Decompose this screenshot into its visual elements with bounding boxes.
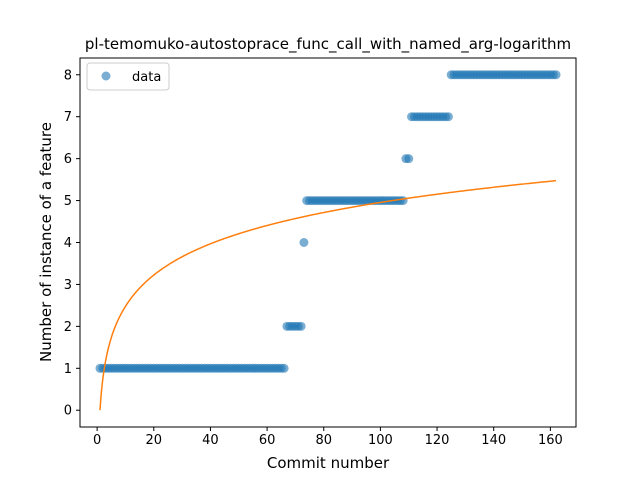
x-tick-label: 60 xyxy=(259,433,276,448)
data-point xyxy=(279,363,289,373)
legend: data xyxy=(86,62,170,91)
data-point xyxy=(443,112,453,122)
x-tick-label: 120 xyxy=(425,433,450,448)
y-tick-label: 3 xyxy=(64,278,72,293)
data-points xyxy=(95,70,561,373)
y-axis-label: Number of instance of a feature xyxy=(37,122,55,362)
x-tick-label: 20 xyxy=(146,433,163,448)
y-tick-label: 7 xyxy=(64,110,72,125)
data-point xyxy=(299,238,309,247)
chart-title: pl-temomuko-autostoprace_func_call_with_… xyxy=(85,35,571,54)
x-tick-label: 40 xyxy=(202,433,219,448)
plot-area xyxy=(79,57,577,428)
x-tick-label: 0 xyxy=(93,433,101,448)
data-point xyxy=(398,196,408,206)
legend-label-data: data xyxy=(132,70,161,85)
x-tick-label: 100 xyxy=(368,433,393,448)
y-tick-label: 0 xyxy=(64,404,72,419)
data-point xyxy=(551,70,561,80)
y-tick-label: 4 xyxy=(64,236,72,251)
data-point xyxy=(404,154,414,164)
legend-marker-data xyxy=(101,71,111,81)
y-tick-label: 2 xyxy=(64,320,72,335)
x-tick-label: 80 xyxy=(315,433,332,448)
legend-box xyxy=(86,62,170,91)
x-tick-label: 160 xyxy=(538,433,563,448)
x-axis-label: Commit number xyxy=(267,454,390,472)
x-tick-label: 140 xyxy=(481,433,506,448)
data-point xyxy=(296,321,306,331)
x-axis-ticks: 0 20 40 60 80 100 120 140 160 xyxy=(93,427,563,448)
y-tick-label: 8 xyxy=(64,68,72,83)
y-tick-label: 6 xyxy=(64,152,72,167)
y-axis-ticks: 0 1 2 3 4 5 6 7 8 xyxy=(64,68,80,419)
fit-line xyxy=(99,179,557,411)
y-tick-label: 1 xyxy=(64,362,72,377)
y-tick-label: 5 xyxy=(64,194,72,209)
